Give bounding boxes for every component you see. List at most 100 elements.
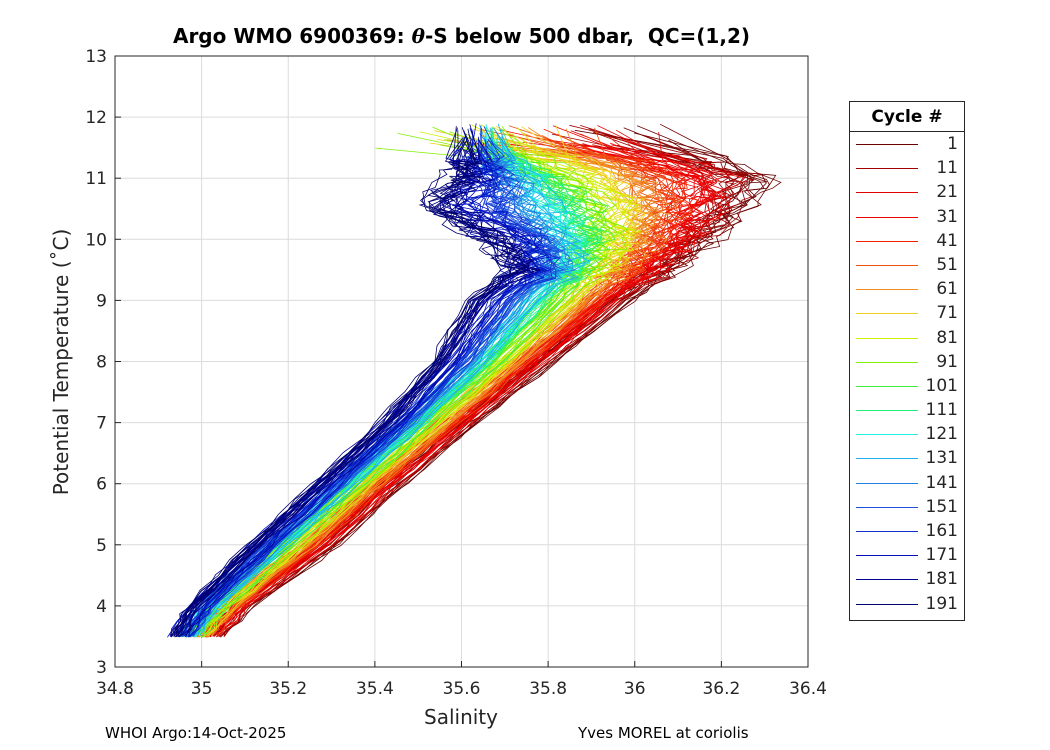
chart-title: Argo WMO 6900369: θ-S below 500 dbar, QC… xyxy=(115,24,808,48)
legend-label: 91 xyxy=(936,351,958,372)
legend-entry: 21 xyxy=(850,180,964,204)
legend-entry: 91 xyxy=(850,350,964,374)
y-tick-label: 7 xyxy=(96,414,107,434)
legend-line xyxy=(856,458,918,460)
x-tick-label: 36.2 xyxy=(702,679,740,699)
profile-line-cycle-171 xyxy=(188,136,543,636)
legend-label: 11 xyxy=(936,158,958,179)
profile-line-cycle-21 xyxy=(217,144,745,637)
legend-label: 51 xyxy=(936,254,958,275)
profile-line-cycle-151 xyxy=(184,144,557,637)
y-tick-label: 5 xyxy=(96,536,107,556)
x-tick-label: 35.8 xyxy=(529,679,567,699)
profiles xyxy=(167,123,782,638)
profile-line-cycle-101 xyxy=(194,141,607,636)
profile-line-cycle-171 xyxy=(185,149,545,637)
legend-line xyxy=(856,506,918,508)
profile-line-cycle-31 xyxy=(216,142,716,638)
legend-line xyxy=(856,531,918,532)
legend-entry: 101 xyxy=(850,374,964,398)
y-tick-label: 8 xyxy=(96,353,107,373)
x-tick-label: 36.4 xyxy=(789,679,827,699)
profile-line-cycle-161 xyxy=(182,128,552,638)
legend-label: 31 xyxy=(936,206,958,227)
legend-label: 111 xyxy=(925,400,958,421)
x-tick-label: 35 xyxy=(191,679,213,699)
legend-label: 71 xyxy=(936,303,958,324)
footer-right: Yves MOREL at coriolis xyxy=(578,724,749,742)
profile-line-cycle-151 xyxy=(184,151,556,637)
legend-line xyxy=(856,289,918,291)
profile-line-cycle-31 xyxy=(213,143,715,638)
legend-label: 101 xyxy=(925,375,958,396)
legend-label: 61 xyxy=(936,279,958,300)
legend-label: 171 xyxy=(925,545,958,566)
profile-line-cycle-101 xyxy=(201,146,616,638)
y-tick-label: 9 xyxy=(96,291,107,311)
profile-line-cycle-131 xyxy=(199,152,590,637)
profile-line-cycle-1 xyxy=(220,129,762,638)
x-tick-label: 36 xyxy=(624,679,646,699)
legend-line xyxy=(856,168,918,170)
legend-line xyxy=(856,144,918,145)
legend-entry: 41 xyxy=(850,229,964,253)
legend-label: 121 xyxy=(925,424,958,445)
title-theta: θ xyxy=(411,24,425,48)
profile-line-cycle-91 xyxy=(203,131,629,636)
profile-line-cycle-51 xyxy=(206,125,680,638)
profile-line-cycle-161 xyxy=(192,140,561,637)
profile-line-cycle-191 xyxy=(175,147,523,638)
legend: Cycle # 1 11 21 31 41 51 61 71 81 91 101 111 121 131 1… xyxy=(849,101,965,621)
legend-entry: 11 xyxy=(850,156,964,180)
profile-line-cycle-181 xyxy=(173,137,533,637)
legend-entry: 131 xyxy=(850,446,964,470)
x-tick-label: 35.6 xyxy=(443,679,481,699)
legend-label: 131 xyxy=(925,448,958,469)
profile-line-cycle-191 xyxy=(179,128,536,637)
legend-entry: 181 xyxy=(850,567,964,591)
legend-label: 41 xyxy=(936,230,958,251)
legend-entry: 61 xyxy=(850,277,964,301)
legend-label: 191 xyxy=(925,593,958,614)
legend-title: Cycle # xyxy=(850,102,964,132)
legend-label: 141 xyxy=(925,472,958,493)
profile-line-cycle-31 xyxy=(201,151,709,637)
profile-line-cycle-161 xyxy=(188,145,557,638)
x-tick-label: 35.2 xyxy=(269,679,307,699)
legend-line xyxy=(856,264,918,266)
legend-label: 151 xyxy=(925,496,958,517)
profile-line-cycle-21 xyxy=(217,139,735,637)
y-tick-label: 3 xyxy=(96,658,107,678)
profile-line-cycle-121 xyxy=(195,129,585,637)
legend-label: 161 xyxy=(925,521,958,541)
legend-line xyxy=(856,555,918,557)
profile-line-cycle-51 xyxy=(216,149,692,637)
profile-line-cycle-171 xyxy=(187,142,551,638)
profile-line-cycle-151 xyxy=(178,125,560,637)
y-tick-label: 6 xyxy=(96,475,107,495)
legend-entry: 151 xyxy=(850,495,964,519)
y-axis-label: Potential Temperature (˚C) xyxy=(49,229,73,496)
profile-line-cycle-191 xyxy=(169,129,527,636)
title-prefix: Argo WMO 6900369: xyxy=(172,24,412,48)
profile-line-cycle-21 xyxy=(212,129,723,637)
legend-entry: 171 xyxy=(850,543,964,567)
legend-entry: 81 xyxy=(850,326,964,350)
profile-line-cycle-171 xyxy=(180,123,540,637)
legend-line xyxy=(856,579,918,581)
legend-line xyxy=(856,216,918,218)
legend-line xyxy=(856,192,918,194)
profile-line-cycle-181 xyxy=(187,138,542,637)
footer-left: WHOI Argo:14-Oct-2025 xyxy=(105,724,287,742)
profile-line-cycle-91 xyxy=(202,148,628,637)
legend-label: 81 xyxy=(936,327,958,348)
y-tick-label: 12 xyxy=(85,108,107,128)
legend-entry: 71 xyxy=(850,301,964,325)
profile-line-cycle-81 xyxy=(203,146,633,638)
profile-line-cycle-191 xyxy=(173,137,524,638)
legend-label: 21 xyxy=(936,182,958,203)
legend-line xyxy=(856,603,918,605)
x-tick-label: 34.8 xyxy=(96,679,134,699)
legend-line xyxy=(856,361,918,363)
